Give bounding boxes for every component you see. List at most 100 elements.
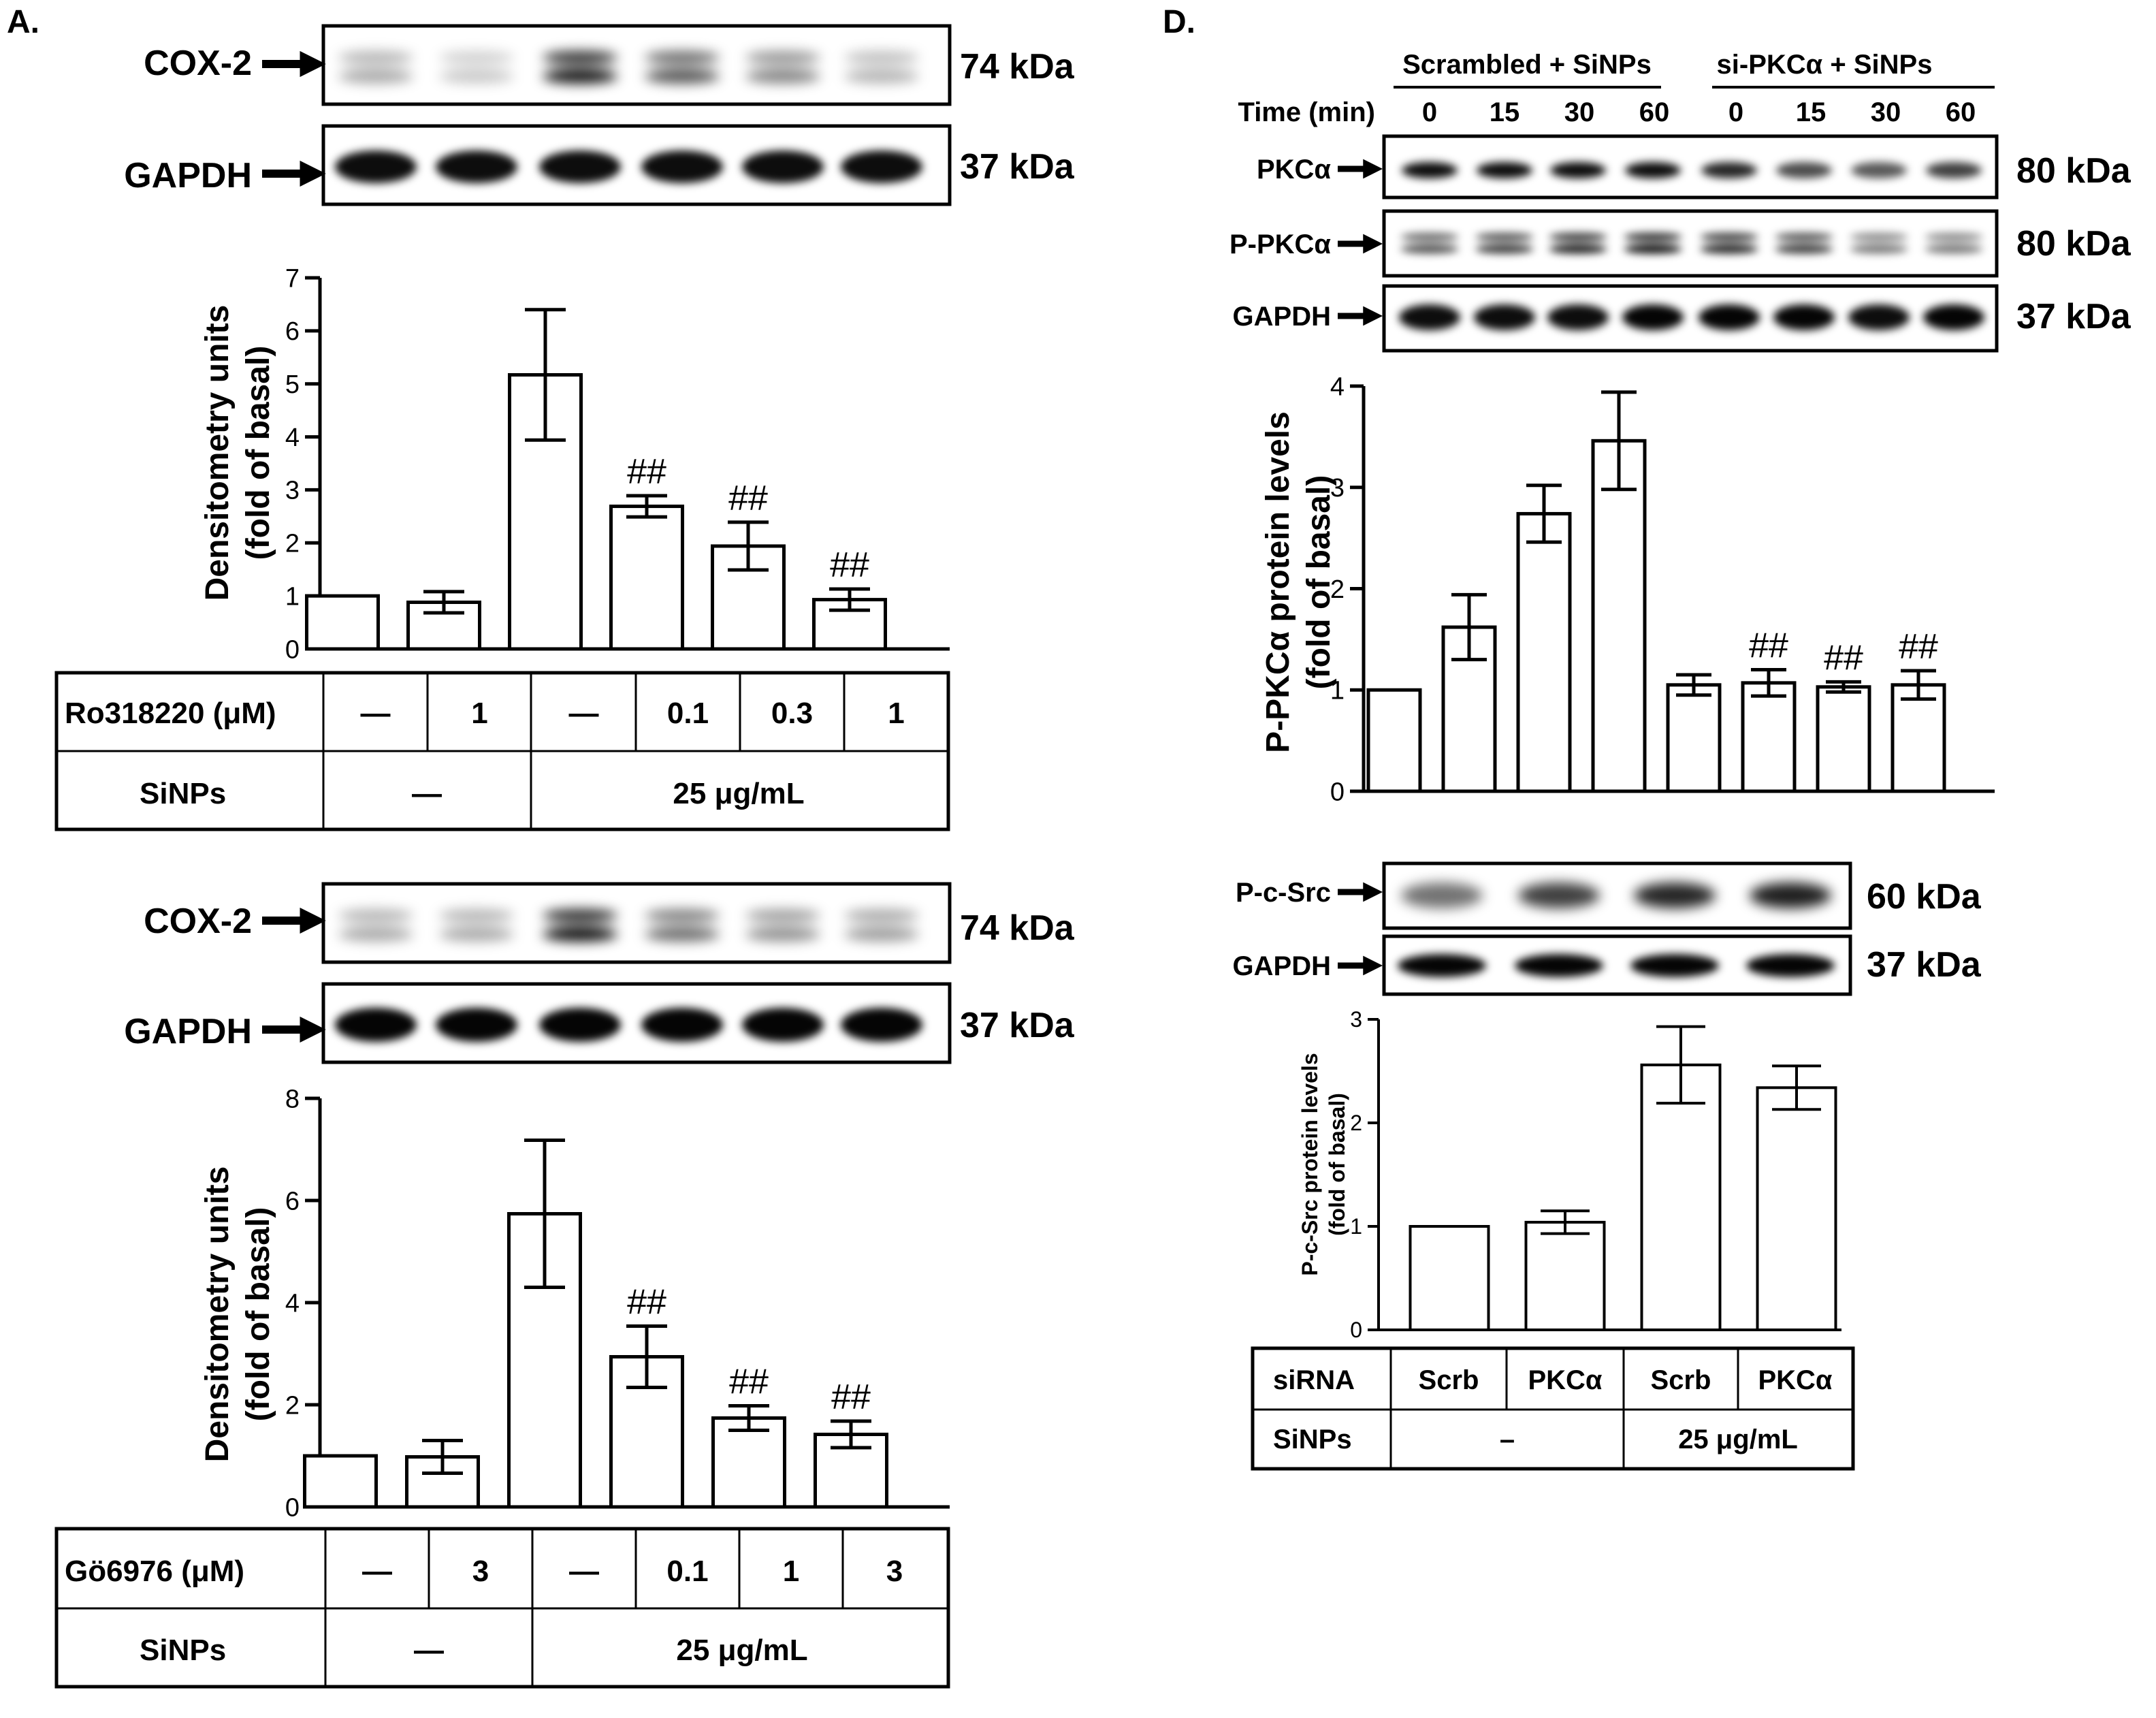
table-cell: –	[1500, 1425, 1515, 1454]
y-tick-label: 1	[1330, 677, 1345, 705]
time-point: 0	[1728, 97, 1743, 127]
bar	[1409, 1225, 1490, 1331]
bar	[1816, 685, 1871, 793]
bar	[1756, 1086, 1837, 1331]
y-tick-label: 0	[285, 635, 300, 664]
blot-frame-cox2	[321, 24, 952, 106]
time-point: 60	[1946, 97, 1976, 127]
time-point: 15	[1490, 97, 1520, 127]
table-cell: PKCα	[1528, 1365, 1602, 1395]
band-label: PKCα	[1257, 155, 1331, 185]
y-tick-label: 2	[285, 530, 300, 558]
chart-d-top: P-PKCα protein levels (fold of basal) 0 1…	[1260, 372, 1995, 806]
bar	[1640, 1063, 1722, 1331]
y-tick-label: 7	[285, 264, 300, 293]
bar	[1890, 683, 1946, 793]
significance-mark: ##	[1749, 626, 1788, 666]
bar	[1741, 681, 1797, 793]
table-row-label: SiNPs	[1273, 1425, 1352, 1454]
y-tick-label: 1	[1350, 1214, 1362, 1239]
table-a-bottom: Gö6976 (μM) SiNPs — 3 — 0.1 1 3 — 25 μg/mL	[54, 1527, 950, 1689]
chart-a-bottom: Densitometry units (fold of basal) 0 2 4 6 8…	[199, 1085, 950, 1522]
group-label: si-PKCα + SiNPs	[1717, 50, 1933, 80]
band-label: GAPDH	[124, 156, 252, 195]
significance-mark: ##	[830, 545, 869, 585]
time-point: 30	[1871, 97, 1901, 127]
group-label: Scrambled + SiNPs	[1402, 50, 1652, 80]
significance-mark: ##	[728, 479, 768, 518]
panel-d-bottom-blot: P-c-Src GAPDH 60 kDa 37 kDa	[1233, 861, 1982, 996]
kda-label: 60 kDa	[1867, 877, 1982, 917]
table-cell: 0.1	[667, 697, 709, 730]
significance-mark: ##	[1899, 627, 1938, 667]
kda-label: 74 kDa	[960, 47, 1075, 86]
y-axis-label: (fold of basal)	[1301, 475, 1337, 690]
table-cell: —	[569, 1555, 599, 1588]
y-tick-label: 4	[1330, 372, 1345, 401]
panel-d-label: D.	[1163, 4, 1195, 40]
kda-label: 37 kDa	[960, 1006, 1075, 1045]
significance-mark: ##	[831, 1378, 871, 1417]
y-axis-label: P-c-Src protein levels	[1298, 1053, 1322, 1275]
y-axis-label: P-PKCα protein levels	[1260, 411, 1296, 753]
y-tick-label: 2	[285, 1391, 300, 1420]
y-tick-label: 4	[285, 1289, 300, 1318]
kda-label: 80 kDa	[2016, 151, 2131, 191]
y-tick-label: 3	[285, 477, 300, 505]
table-cell: Scrb	[1651, 1365, 1711, 1395]
table-cell: —	[361, 697, 391, 730]
significance-mark: ##	[627, 1283, 666, 1322]
table-cell: 1	[888, 697, 904, 730]
table-cell: 3	[886, 1555, 903, 1588]
table-d-bottom: siRNA SiNPs Scrb PKCα Scrb PKCα – 25 μg/…	[1251, 1346, 1855, 1471]
table-row-label: Gö6976 (μM)	[65, 1555, 244, 1588]
band-label: COX-2	[144, 44, 252, 83]
y-tick-label: 0	[285, 1493, 300, 1522]
blot-frame-cox2	[321, 882, 952, 964]
y-axis-label: Densitometry units	[199, 1166, 236, 1463]
panel-d-top-header: Scrambled + SiNPs si-PKCα + SiNPs Time (…	[1238, 50, 1995, 127]
bar	[609, 505, 684, 651]
y-tick-label: 8	[285, 1085, 300, 1113]
table-cell: 25 μg/mL	[676, 1634, 807, 1667]
table-cell: —	[412, 777, 442, 810]
table-cell: —	[414, 1634, 444, 1667]
kda-label: 74 kDa	[960, 908, 1075, 948]
kda-label: 37 kDa	[1867, 945, 1982, 985]
table-cell: —	[569, 697, 599, 730]
y-axis-label: (fold of basal)	[1325, 1093, 1349, 1236]
y-tick-label: 4	[285, 424, 300, 452]
table-cell: —	[362, 1555, 392, 1588]
y-tick-label: 6	[285, 317, 300, 346]
significance-mark: ##	[729, 1363, 769, 1402]
y-axis-label: Densitometry units	[199, 305, 236, 601]
bar	[1516, 511, 1572, 793]
table-cell: Scrb	[1419, 1365, 1479, 1395]
time-point: 60	[1639, 97, 1670, 127]
bar	[1366, 688, 1422, 793]
band-label: P-c-Src	[1236, 878, 1331, 908]
significance-mark: ##	[1824, 638, 1863, 678]
y-axis-label: (fold of basal)	[240, 346, 276, 560]
time-label: Time (min)	[1238, 97, 1375, 127]
kda-label: 37 kDa	[960, 147, 1075, 187]
chart-a-top: Densitometry units (fold of basal) 0 1 2 3 4…	[199, 264, 950, 664]
table-cell: 1	[471, 697, 487, 730]
table-cell: 1	[783, 1555, 799, 1588]
y-tick-label: 1	[285, 582, 300, 611]
table-a-top: Ro318220 (μM) SiNPs — 1 — 0.1 0.3 1 — 25 μg/m…	[54, 671, 950, 831]
y-tick-label: 2	[1350, 1111, 1362, 1135]
kda-label: 37 kDa	[2016, 297, 2131, 336]
table-cell: 3	[472, 1555, 489, 1588]
bar	[1666, 683, 1722, 793]
y-tick-label: 0	[1350, 1318, 1362, 1342]
chart-d-bottom: P-c-Src protein levels (fold of basal) 0…	[1298, 1007, 1841, 1342]
time-point: 30	[1564, 97, 1595, 127]
table-cell: 25 μg/mL	[1678, 1425, 1798, 1454]
y-tick-label: 3	[1350, 1007, 1362, 1032]
band-label: GAPDH	[1233, 951, 1331, 981]
y-tick-label: 5	[285, 370, 300, 399]
panel-d-top-blot: PKCα P-PKCα GAPDH 80 kDa 80 kDa 37 kDa	[1229, 134, 2131, 353]
y-tick-label: 2	[1330, 575, 1345, 604]
kda-label: 80 kDa	[2016, 224, 2131, 264]
